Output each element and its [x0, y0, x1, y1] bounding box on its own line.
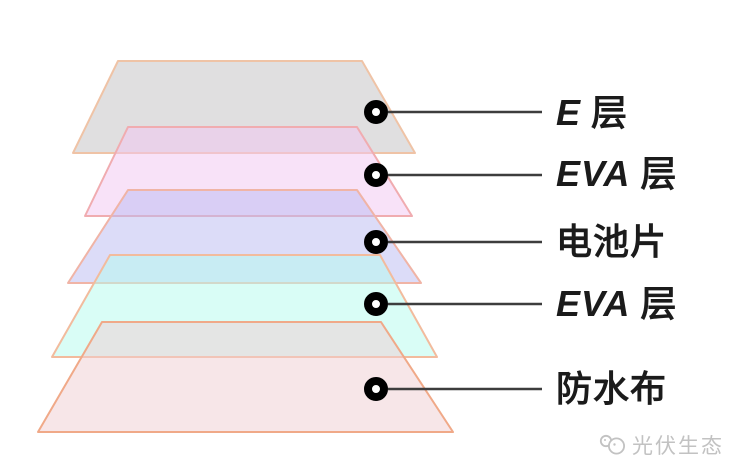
callout-dot-icon-waterproof — [364, 377, 388, 401]
label-eva-upper: EVA 层 — [556, 156, 677, 192]
callout-dot-icon-eva-upper — [364, 163, 388, 187]
label-cell-cn: 电池片 — [556, 221, 668, 262]
label-eva-lower: EVA 层 — [556, 286, 677, 322]
label-eva-upper-cn: 层 — [640, 153, 678, 194]
label-waterproof: 防水布 — [556, 371, 667, 407]
watermark-text: 光伏生态 — [632, 435, 724, 458]
label-cell: 电池片 — [556, 224, 667, 260]
label-e-layer-cn: 层 — [591, 92, 629, 133]
label-e-layer-latin: E — [556, 92, 582, 133]
label-eva-lower-latin: EVA — [556, 283, 631, 324]
callout-dot-icon-eva-lower — [364, 292, 388, 316]
watermark-logo-icon — [599, 434, 625, 455]
label-eva-lower-cn: 层 — [640, 283, 678, 324]
label-eva-upper-latin: EVA — [556, 153, 631, 194]
watermark: 光伏生态 — [599, 430, 724, 460]
callout-dot-icon-e-layer — [364, 100, 388, 124]
layer-waterproof-sheet — [37, 321, 454, 433]
label-waterproof-cn: 防水布 — [556, 368, 668, 409]
callout-dot-icon-cell — [364, 230, 388, 254]
label-e-layer: E 层 — [556, 95, 628, 131]
